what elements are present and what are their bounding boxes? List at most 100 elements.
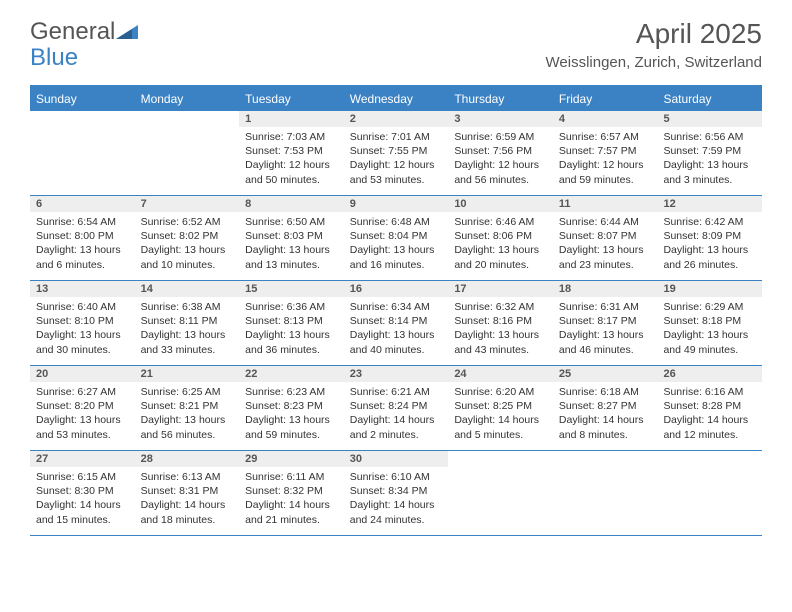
week-row: 13Sunrise: 6:40 AMSunset: 8:10 PMDayligh… [30, 281, 762, 366]
daylight-line: Daylight: 13 hours and 20 minutes. [454, 243, 547, 271]
sunrise-line: Sunrise: 6:46 AM [454, 215, 547, 229]
day-number: 6 [30, 196, 135, 212]
day-body: Sunrise: 6:50 AMSunset: 8:03 PMDaylight:… [239, 212, 344, 276]
day-body: Sunrise: 6:20 AMSunset: 8:25 PMDaylight:… [448, 382, 553, 446]
day-body: Sunrise: 6:29 AMSunset: 8:18 PMDaylight:… [657, 297, 762, 361]
sunrise-line: Sunrise: 7:01 AM [350, 130, 443, 144]
daylight-line: Daylight: 13 hours and 46 minutes. [559, 328, 652, 356]
day-body: Sunrise: 6:13 AMSunset: 8:31 PMDaylight:… [135, 467, 240, 531]
week-row: 20Sunrise: 6:27 AMSunset: 8:20 PMDayligh… [30, 366, 762, 451]
day-body: Sunrise: 6:57 AMSunset: 7:57 PMDaylight:… [553, 127, 658, 191]
day-number: 3 [448, 111, 553, 127]
day-cell: 30Sunrise: 6:10 AMSunset: 8:34 PMDayligh… [344, 451, 449, 535]
day-cell [657, 451, 762, 535]
sunrise-line: Sunrise: 6:32 AM [454, 300, 547, 314]
daylight-line: Daylight: 13 hours and 23 minutes. [559, 243, 652, 271]
daylight-line: Daylight: 13 hours and 6 minutes. [36, 243, 129, 271]
day-body: Sunrise: 6:32 AMSunset: 8:16 PMDaylight:… [448, 297, 553, 361]
day-header-monday: Monday [135, 87, 240, 111]
sunset-line: Sunset: 8:16 PM [454, 314, 547, 328]
day-number: 11 [553, 196, 658, 212]
day-number: 25 [553, 366, 658, 382]
header: General April 2025 Weisslingen, Zurich, … [0, 0, 792, 79]
sunset-line: Sunset: 8:30 PM [36, 484, 129, 498]
day-cell: 28Sunrise: 6:13 AMSunset: 8:31 PMDayligh… [135, 451, 240, 535]
sunset-line: Sunset: 8:24 PM [350, 399, 443, 413]
day-cell: 29Sunrise: 6:11 AMSunset: 8:32 PMDayligh… [239, 451, 344, 535]
day-body: Sunrise: 6:54 AMSunset: 8:00 PMDaylight:… [30, 212, 135, 276]
daylight-line: Daylight: 14 hours and 2 minutes. [350, 413, 443, 441]
day-cell [30, 111, 135, 195]
day-body: Sunrise: 6:36 AMSunset: 8:13 PMDaylight:… [239, 297, 344, 361]
logo-text-blue: Blue [30, 44, 78, 72]
day-body: Sunrise: 6:10 AMSunset: 8:34 PMDaylight:… [344, 467, 449, 531]
daylight-line: Daylight: 12 hours and 53 minutes. [350, 158, 443, 186]
day-number: 27 [30, 451, 135, 467]
day-cell: 16Sunrise: 6:34 AMSunset: 8:14 PMDayligh… [344, 281, 449, 365]
day-cell: 18Sunrise: 6:31 AMSunset: 8:17 PMDayligh… [553, 281, 658, 365]
day-number: 2 [344, 111, 449, 127]
sunset-line: Sunset: 8:31 PM [141, 484, 234, 498]
sunset-line: Sunset: 8:17 PM [559, 314, 652, 328]
day-cell: 22Sunrise: 6:23 AMSunset: 8:23 PMDayligh… [239, 366, 344, 450]
day-cell: 21Sunrise: 6:25 AMSunset: 8:21 PMDayligh… [135, 366, 240, 450]
week-row: 27Sunrise: 6:15 AMSunset: 8:30 PMDayligh… [30, 451, 762, 536]
day-number: 30 [344, 451, 449, 467]
day-body: Sunrise: 6:25 AMSunset: 8:21 PMDaylight:… [135, 382, 240, 446]
sunrise-line: Sunrise: 6:18 AM [559, 385, 652, 399]
day-header-tuesday: Tuesday [239, 87, 344, 111]
logo-text-general: General [30, 18, 115, 46]
daylight-line: Daylight: 14 hours and 5 minutes. [454, 413, 547, 441]
day-number: 9 [344, 196, 449, 212]
day-cell: 24Sunrise: 6:20 AMSunset: 8:25 PMDayligh… [448, 366, 553, 450]
day-body: Sunrise: 6:44 AMSunset: 8:07 PMDaylight:… [553, 212, 658, 276]
day-cell: 1Sunrise: 7:03 AMSunset: 7:53 PMDaylight… [239, 111, 344, 195]
sunrise-line: Sunrise: 6:40 AM [36, 300, 129, 314]
sunrise-line: Sunrise: 6:15 AM [36, 470, 129, 484]
sunset-line: Sunset: 8:00 PM [36, 229, 129, 243]
day-body: Sunrise: 6:16 AMSunset: 8:28 PMDaylight:… [657, 382, 762, 446]
day-number: 28 [135, 451, 240, 467]
sunrise-line: Sunrise: 6:57 AM [559, 130, 652, 144]
day-body: Sunrise: 6:59 AMSunset: 7:56 PMDaylight:… [448, 127, 553, 191]
day-body: Sunrise: 6:56 AMSunset: 7:59 PMDaylight:… [657, 127, 762, 191]
sunrise-line: Sunrise: 6:13 AM [141, 470, 234, 484]
daylight-line: Daylight: 13 hours and 30 minutes. [36, 328, 129, 356]
day-cell: 4Sunrise: 6:57 AMSunset: 7:57 PMDaylight… [553, 111, 658, 195]
day-number: 22 [239, 366, 344, 382]
sunset-line: Sunset: 8:02 PM [141, 229, 234, 243]
sunrise-line: Sunrise: 6:29 AM [663, 300, 756, 314]
day-body: Sunrise: 6:52 AMSunset: 8:02 PMDaylight:… [135, 212, 240, 276]
sunset-line: Sunset: 8:25 PM [454, 399, 547, 413]
day-cell: 13Sunrise: 6:40 AMSunset: 8:10 PMDayligh… [30, 281, 135, 365]
sunset-line: Sunset: 7:59 PM [663, 144, 756, 158]
day-number: 21 [135, 366, 240, 382]
daylight-line: Daylight: 12 hours and 56 minutes. [454, 158, 547, 186]
day-body: Sunrise: 6:38 AMSunset: 8:11 PMDaylight:… [135, 297, 240, 361]
day-cell: 17Sunrise: 6:32 AMSunset: 8:16 PMDayligh… [448, 281, 553, 365]
day-number: 1 [239, 111, 344, 127]
daylight-line: Daylight: 13 hours and 26 minutes. [663, 243, 756, 271]
sunrise-line: Sunrise: 6:21 AM [350, 385, 443, 399]
sunrise-line: Sunrise: 6:16 AM [663, 385, 756, 399]
day-body: Sunrise: 6:21 AMSunset: 8:24 PMDaylight:… [344, 382, 449, 446]
sunrise-line: Sunrise: 6:56 AM [663, 130, 756, 144]
location-text: Weisslingen, Zurich, Switzerland [546, 54, 762, 71]
day-cell: 11Sunrise: 6:44 AMSunset: 8:07 PMDayligh… [553, 196, 658, 280]
sunrise-line: Sunrise: 6:52 AM [141, 215, 234, 229]
day-body: Sunrise: 7:03 AMSunset: 7:53 PMDaylight:… [239, 127, 344, 191]
logo: General [30, 18, 139, 46]
day-cell: 9Sunrise: 6:48 AMSunset: 8:04 PMDaylight… [344, 196, 449, 280]
sunset-line: Sunset: 7:53 PM [245, 144, 338, 158]
day-header-saturday: Saturday [657, 87, 762, 111]
sunset-line: Sunset: 8:04 PM [350, 229, 443, 243]
day-number: 12 [657, 196, 762, 212]
sunset-line: Sunset: 8:10 PM [36, 314, 129, 328]
day-cell: 25Sunrise: 6:18 AMSunset: 8:27 PMDayligh… [553, 366, 658, 450]
daylight-line: Daylight: 12 hours and 50 minutes. [245, 158, 338, 186]
sunset-line: Sunset: 8:14 PM [350, 314, 443, 328]
daylight-line: Daylight: 13 hours and 10 minutes. [141, 243, 234, 271]
sunrise-line: Sunrise: 6:10 AM [350, 470, 443, 484]
daylight-line: Daylight: 13 hours and 59 minutes. [245, 413, 338, 441]
day-cell: 20Sunrise: 6:27 AMSunset: 8:20 PMDayligh… [30, 366, 135, 450]
